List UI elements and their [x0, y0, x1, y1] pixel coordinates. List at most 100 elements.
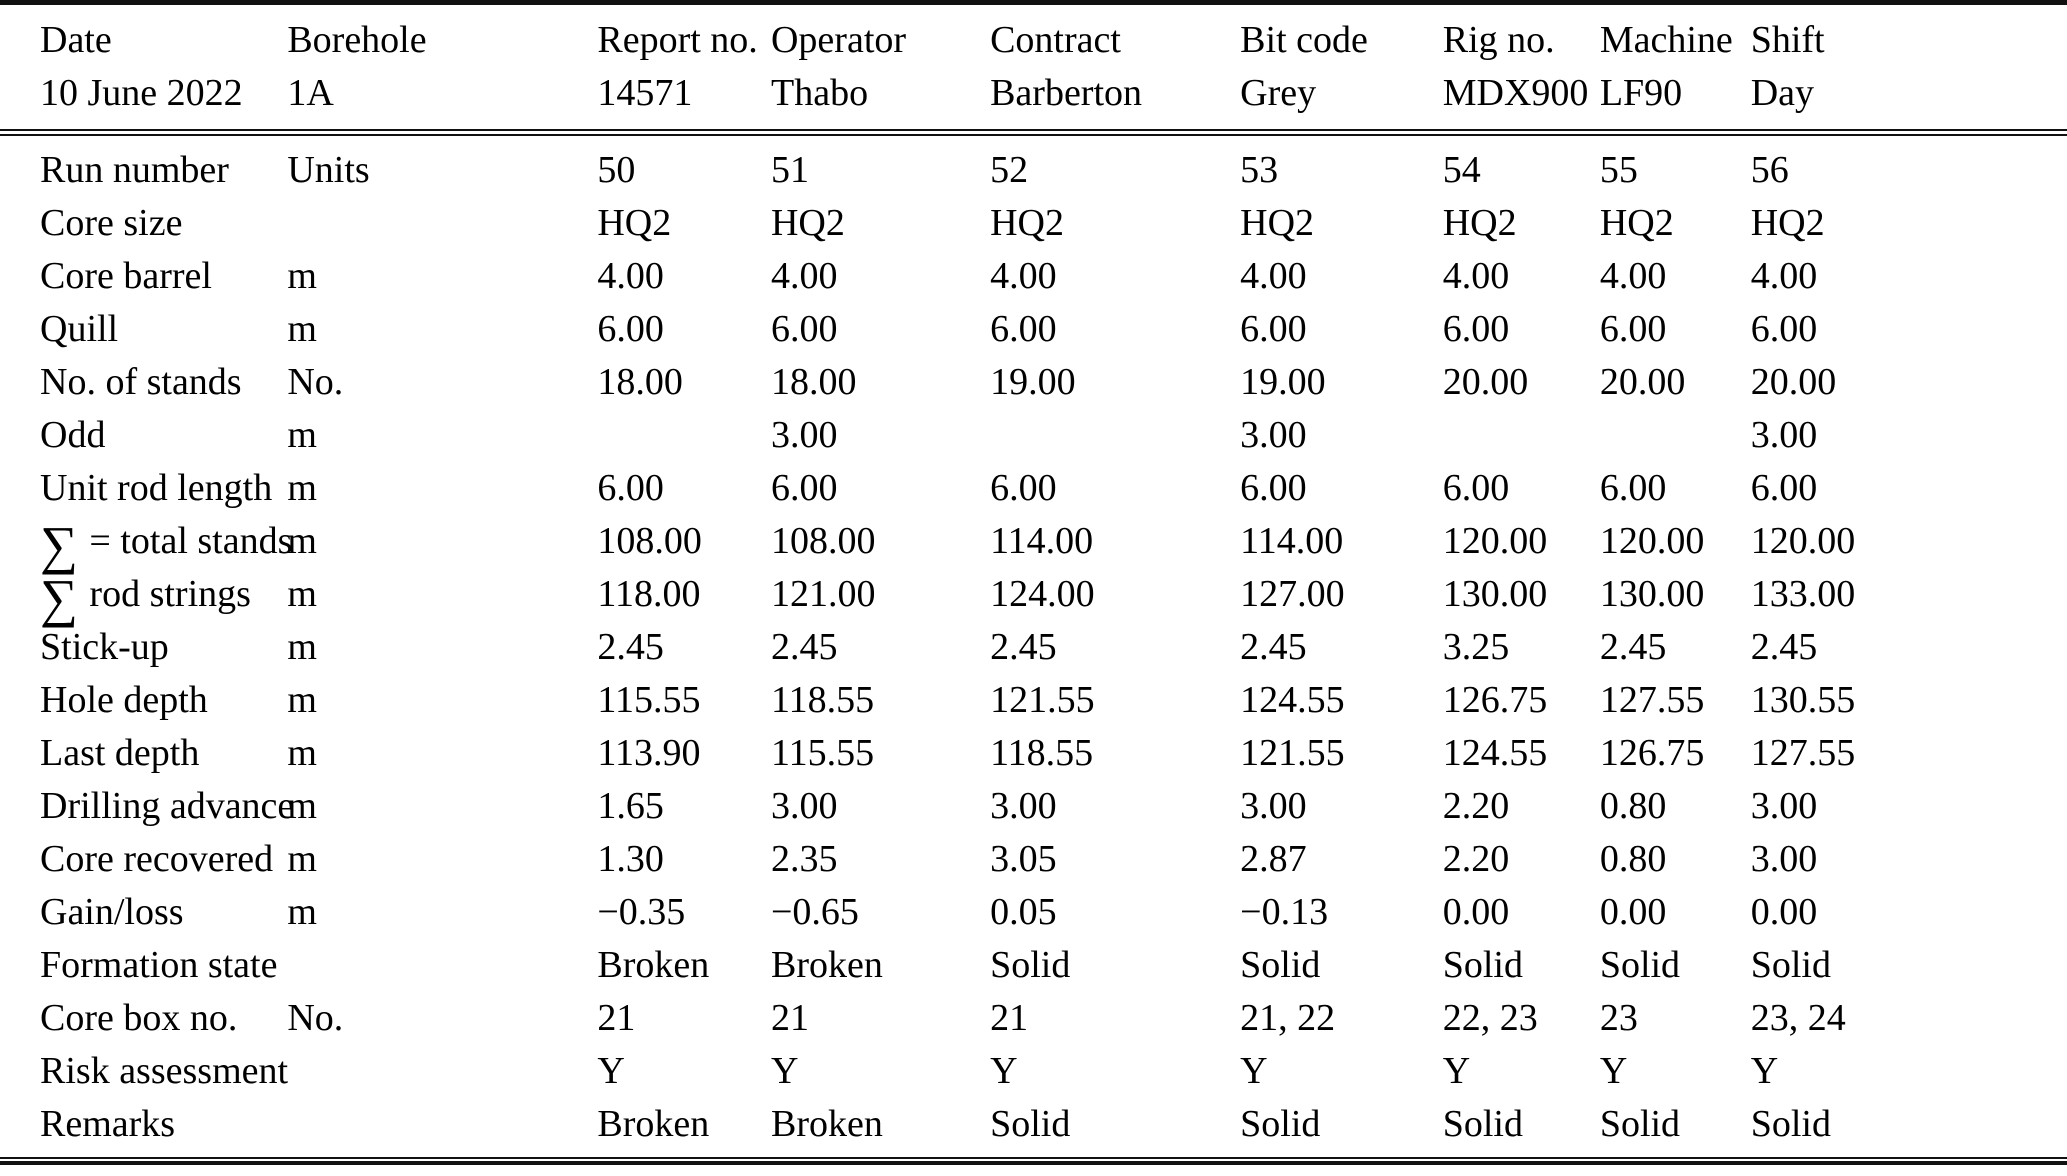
value-cell: 56 [1750, 149, 1789, 191]
row-label: Drilling advance [40, 785, 295, 827]
row-unit [287, 939, 597, 992]
value-cell: 20.00 [1442, 361, 1529, 403]
value-cell: 3.05 [990, 838, 1057, 880]
value-cell: 6.00 [1599, 467, 1667, 509]
header-field-label: Date [40, 19, 112, 61]
header-field-value: 10 June 2022 [40, 72, 243, 114]
value-cell [1443, 409, 1600, 462]
header-field-label: Operator [770, 19, 907, 61]
row-label: Core recovered [40, 838, 274, 880]
value-cell: 4.00 [990, 255, 1057, 297]
table-row: Quill m 6.00 6.00 6.00 6.00 6.00 6.00 6.00 [0, 303, 2067, 356]
table-row: ∑ = total stands m 108.00 108.00 114.00 114… [0, 515, 2067, 571]
row-label: Run number [40, 149, 229, 191]
value-cell: 118.55 [770, 679, 875, 721]
value-cell: 127.55 [1599, 679, 1705, 721]
table-row: Core box no. No. 21 21 21 21, 22 22, 23 23 23,… [0, 992, 2067, 1045]
value-cell: 120.00 [1750, 520, 1856, 562]
value-cell: Y [770, 1050, 799, 1092]
header-field-label: Borehole [287, 19, 427, 61]
value-cell: 6.00 [770, 467, 838, 509]
value-cell: 52 [990, 149, 1029, 191]
table-row: Unit rod length m 6.00 6.00 6.00 6.00 6.00 6.… [0, 462, 2067, 515]
header-separator-rule [0, 129, 2067, 136]
value-cell: 21 [770, 997, 809, 1039]
value-cell: 3.00 [1240, 414, 1307, 456]
header-field-label: Bit code [1240, 19, 1368, 61]
value-cell [990, 409, 1240, 462]
header-field-label: Report no. [597, 19, 758, 61]
value-cell: 114.00 [1240, 520, 1344, 562]
value-cell: 120.00 [1599, 520, 1705, 562]
value-cell: 6.00 [1599, 308, 1667, 350]
value-cell: 0.05 [990, 891, 1057, 933]
value-cell: 2.45 [597, 626, 664, 668]
row-unit: m [287, 255, 317, 297]
value-cell: HQ2 [1442, 202, 1517, 244]
value-cell: 4.00 [1599, 255, 1667, 297]
value-cell: 115.55 [770, 732, 875, 774]
value-cell: 6.00 [1442, 308, 1510, 350]
value-cell: Solid [990, 944, 1071, 986]
value-cell: 1.65 [597, 785, 664, 827]
report-header-table: Date 10 June 2022 Borehole 1A Report no.… [0, 14, 2067, 120]
value-cell: 130.55 [1750, 679, 1856, 721]
table-row: Core barrel m 4.00 4.00 4.00 4.00 4.00 4.00 4.… [0, 250, 2067, 303]
value-cell: Solid [1750, 944, 1831, 986]
value-cell: 121.55 [990, 679, 1095, 721]
value-cell: 6.00 [1442, 467, 1510, 509]
value-cell: 127.00 [1240, 573, 1345, 615]
value-cell: 130.00 [1599, 573, 1705, 615]
row-label: Odd [40, 414, 106, 456]
value-cell: 2.45 [1750, 626, 1818, 668]
row-label: Formation state [40, 944, 278, 986]
value-cell: 23, 24 [1750, 997, 1846, 1039]
value-cell: 124.55 [1442, 732, 1548, 774]
value-cell: 0.80 [1599, 785, 1667, 827]
row-label: Remarks [40, 1103, 176, 1145]
value-cell: Solid [1599, 944, 1681, 986]
header-field: Rig no. MDX900 [1443, 14, 1600, 120]
value-cell: Y [990, 1050, 1018, 1092]
value-cell: 3.00 [1750, 414, 1818, 456]
value-cell: 0.80 [1599, 838, 1667, 880]
table-row: Core size HQ2 HQ2 HQ2 HQ2 HQ2 HQ2 HQ2 [0, 197, 2067, 250]
value-cell: HQ2 [1750, 202, 1825, 244]
value-cell: 6.00 [1240, 308, 1307, 350]
value-cell: 19.00 [1240, 361, 1326, 403]
header-field-value: MDX900 [1442, 72, 1589, 114]
value-cell: 6.00 [990, 467, 1057, 509]
value-cell: −0.13 [1240, 891, 1329, 933]
table-row: Odd m 3.00 3.00 3.00 [0, 409, 2067, 462]
header-field: Report no. 14571 [597, 14, 771, 120]
value-cell: 21 [597, 997, 636, 1039]
value-cell: HQ2 [597, 202, 672, 244]
value-cell: 124.55 [1240, 679, 1345, 721]
header-field: Contract Barberton [990, 14, 1240, 120]
value-cell: 51 [770, 149, 809, 191]
header-field-value: LF90 [1599, 72, 1683, 114]
value-cell: 2.35 [770, 838, 838, 880]
header-field: Operator Thabo [771, 14, 990, 120]
table-row: Formation state Broken Broken Solid Solid So… [0, 939, 2067, 992]
row-unit: m [287, 573, 317, 615]
table-row: No. of stands No. 18.00 18.00 19.00 19.00 20… [0, 356, 2067, 409]
row-unit: Units [287, 149, 370, 191]
row-label: Stick-up [40, 626, 169, 668]
row-unit: m [287, 308, 317, 350]
value-cell: 3.25 [1442, 626, 1510, 668]
row-unit: m [287, 891, 317, 933]
value-cell: 6.00 [1750, 308, 1818, 350]
value-cell: 127.55 [1750, 732, 1856, 774]
value-cell: 6.00 [1750, 467, 1818, 509]
row-unit: m [287, 520, 317, 562]
value-cell [597, 409, 771, 462]
value-cell: Y [1240, 1050, 1268, 1092]
report-header-row: Date 10 June 2022 Borehole 1A Report no.… [0, 14, 2067, 120]
value-cell: Y [1599, 1050, 1628, 1092]
value-cell: 18.00 [770, 361, 857, 403]
value-cell: 4.00 [597, 255, 664, 297]
row-label: Hole depth [40, 679, 208, 721]
header-field-value: Day [1750, 72, 1815, 114]
value-cell: 124.00 [990, 573, 1095, 615]
